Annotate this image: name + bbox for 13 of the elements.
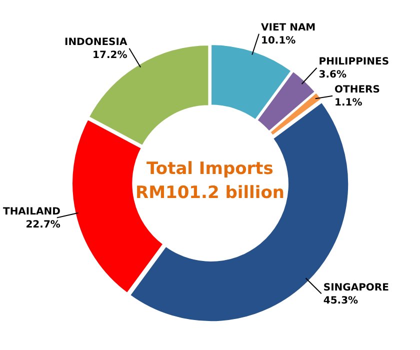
- data-label: 1.1%: [334, 97, 362, 108]
- slice-label: PHILIPPINES: [318, 56, 390, 68]
- slice-label: VIET NAM: [260, 22, 316, 34]
- data-label: 22.7%: [26, 219, 60, 230]
- data-label: 10.1%: [260, 35, 296, 46]
- slice-label: SINGAPORE: [323, 282, 390, 294]
- data-label: 3.6%: [318, 69, 346, 80]
- data-label: 45.3%: [323, 295, 358, 306]
- slice-label: THAILAND: [2, 206, 60, 218]
- slice-label: OTHERS: [334, 84, 380, 96]
- text: Total Imports RM101.2 billion: [134, 158, 286, 205]
- slice-label: INDONESIA: [64, 36, 128, 48]
- data-label: 17.2%: [92, 50, 128, 61]
